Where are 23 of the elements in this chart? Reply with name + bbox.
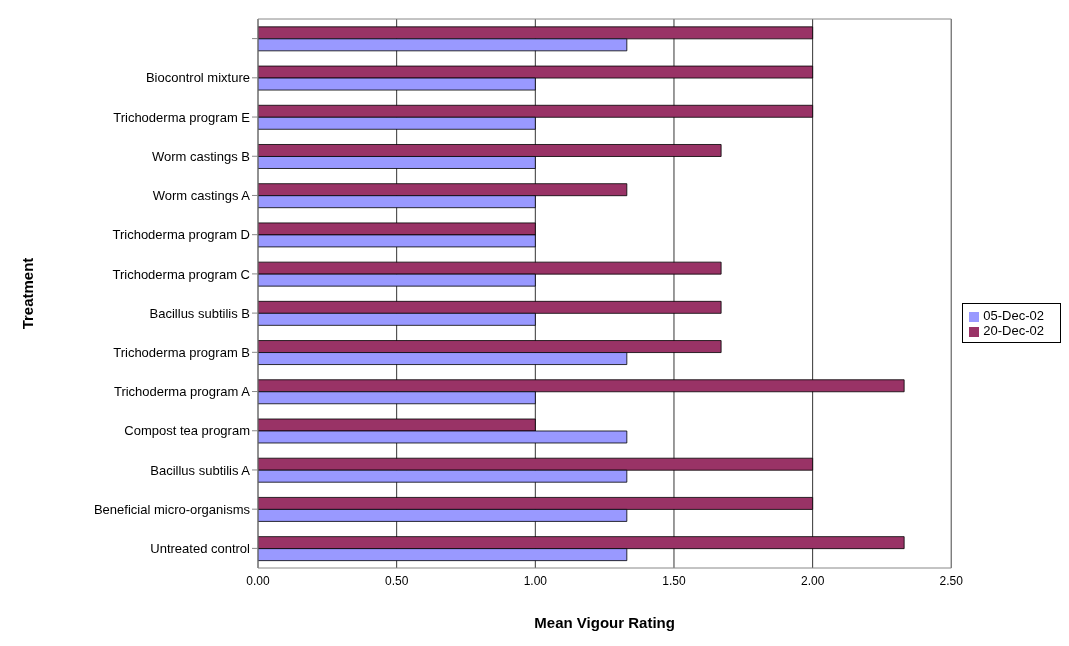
y-tick-label: Trichoderma program E [113, 109, 251, 125]
y-tick-label: Untreated control [150, 541, 251, 557]
y-tick-label: Worm castings A [152, 188, 251, 204]
y-tick-label: Worm castings B [151, 148, 250, 164]
y-axis-title: Treatment [19, 257, 37, 330]
y-tick-label: Trichoderma program A [113, 384, 251, 400]
x-axis-title: Mean Vigour Rating [534, 614, 675, 631]
y-tick-label: Beneficial micro-organisms [93, 501, 251, 517]
y-tick-label: Biocontrol mixture [145, 70, 250, 86]
x-tick-label: 0.50 [384, 573, 409, 588]
x-tick-label: 1.00 [523, 573, 548, 588]
x-tick-label: 2.50 [939, 573, 964, 588]
y-tick-label: Trichoderma program D [112, 227, 250, 243]
x-tick-label: 2.00 [800, 573, 825, 588]
y-tick-label: Compost tea program [124, 423, 250, 439]
y-tick-label: Trichoderma program C [112, 266, 250, 282]
y-tick-label: Bacillus subtilis A [150, 462, 251, 478]
legend-label: 20-Dec-02 [983, 323, 1044, 338]
legend-label: 05-Dec-02 [983, 308, 1044, 323]
x-tick-label: 1.50 [662, 573, 686, 588]
y-tick-label: Trichoderma program B [113, 344, 250, 360]
y-tick-label: Bacillus subtilis B [149, 305, 250, 321]
x-tick-label: 0.00 [246, 573, 270, 588]
